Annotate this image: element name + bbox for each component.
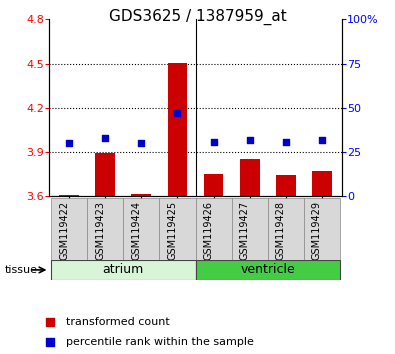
Bar xyxy=(304,198,340,260)
Text: GDS3625 / 1387959_at: GDS3625 / 1387959_at xyxy=(109,9,286,25)
Text: GSM119424: GSM119424 xyxy=(132,201,141,260)
Point xyxy=(174,110,181,116)
Bar xyxy=(276,175,296,196)
Bar xyxy=(59,195,79,196)
Bar xyxy=(204,173,224,196)
Bar xyxy=(312,171,332,196)
Point xyxy=(138,141,145,146)
Bar xyxy=(51,198,87,260)
Point xyxy=(305,250,311,256)
Bar xyxy=(231,198,268,260)
Bar xyxy=(196,260,340,280)
Text: GSM119429: GSM119429 xyxy=(312,201,322,260)
Text: GSM119425: GSM119425 xyxy=(167,201,177,261)
Point xyxy=(211,139,217,144)
Text: GSM119427: GSM119427 xyxy=(240,201,250,261)
Text: GSM119428: GSM119428 xyxy=(276,201,286,260)
Bar xyxy=(123,198,160,260)
Bar xyxy=(196,198,231,260)
Bar xyxy=(167,63,187,196)
Bar xyxy=(95,153,115,196)
Text: transformed count: transformed count xyxy=(66,318,169,327)
Text: GSM119423: GSM119423 xyxy=(95,201,105,260)
Text: GSM119426: GSM119426 xyxy=(203,201,214,260)
Bar xyxy=(87,198,123,260)
Bar xyxy=(268,198,304,260)
Text: tissue: tissue xyxy=(5,265,38,275)
Text: ventricle: ventricle xyxy=(240,263,295,276)
Text: GSM119422: GSM119422 xyxy=(59,201,69,261)
Point xyxy=(66,141,72,146)
Text: atrium: atrium xyxy=(103,263,144,276)
Point xyxy=(102,135,109,141)
Point xyxy=(246,137,253,143)
Bar xyxy=(51,260,196,280)
Bar xyxy=(240,159,260,196)
Bar xyxy=(160,198,196,260)
Point xyxy=(319,137,325,143)
Text: percentile rank within the sample: percentile rank within the sample xyxy=(66,337,254,347)
Bar xyxy=(132,194,151,196)
Point xyxy=(305,73,311,79)
Point xyxy=(282,139,289,144)
